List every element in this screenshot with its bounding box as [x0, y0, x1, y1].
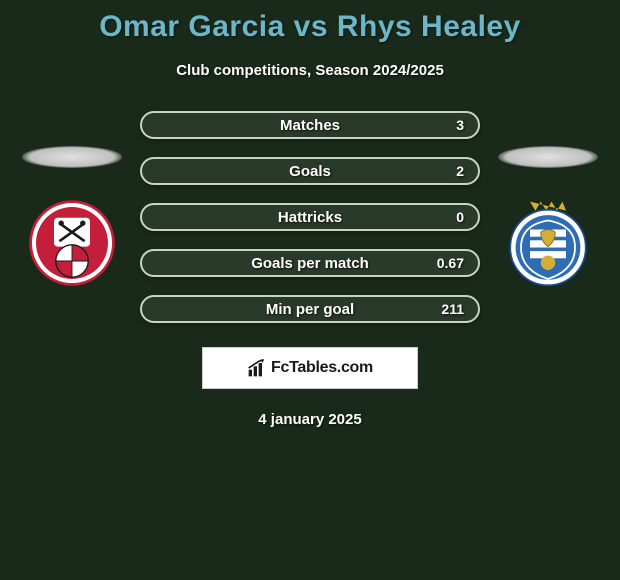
stat-label: Goals per match	[251, 255, 369, 272]
stat-row-hattricks: Hattricks 0	[140, 203, 480, 231]
shadow-ellipse	[498, 146, 598, 168]
stat-label: Matches	[280, 117, 340, 134]
branding-box: FcTables.com	[202, 347, 418, 389]
date-text: 4 january 2025	[0, 411, 620, 428]
stat-value-right: 3	[456, 117, 464, 133]
stat-row-gpm: Goals per match 0.67	[140, 249, 480, 277]
bar-growth-icon	[247, 358, 267, 378]
stat-value-right: 0.67	[437, 255, 464, 271]
stat-value-right: 0	[456, 209, 464, 225]
stat-value-right: 2	[456, 163, 464, 179]
huddersfield-crest	[503, 198, 593, 288]
stat-row-goals: Goals 2	[140, 157, 480, 185]
stats-column: Matches 3 Goals 2 Hattricks 0 Goals per …	[140, 111, 480, 323]
stat-label: Hattricks	[278, 209, 342, 226]
stat-label: Min per goal	[266, 301, 354, 318]
rotherham-crest	[27, 198, 117, 288]
club-crest-right-icon	[503, 198, 593, 288]
page-subtitle: Club competitions, Season 2024/2025	[0, 62, 620, 79]
page-title: Omar Garcia vs Rhys Healey	[0, 0, 620, 44]
stat-value-right: 211	[441, 301, 464, 317]
shadow-ellipse	[22, 146, 122, 168]
stat-label: Goals	[289, 163, 331, 180]
left-badge-column	[22, 146, 122, 288]
right-badge-column	[498, 146, 598, 288]
comparison-card: Omar Garcia vs Rhys Healey Club competit…	[0, 0, 620, 428]
branding-text: FcTables.com	[271, 359, 373, 377]
content-row: Matches 3 Goals 2 Hattricks 0 Goals per …	[0, 111, 620, 323]
club-crest-left-icon	[27, 198, 117, 288]
stat-row-mpg: Min per goal 211	[140, 295, 480, 323]
stat-row-matches: Matches 3	[140, 111, 480, 139]
